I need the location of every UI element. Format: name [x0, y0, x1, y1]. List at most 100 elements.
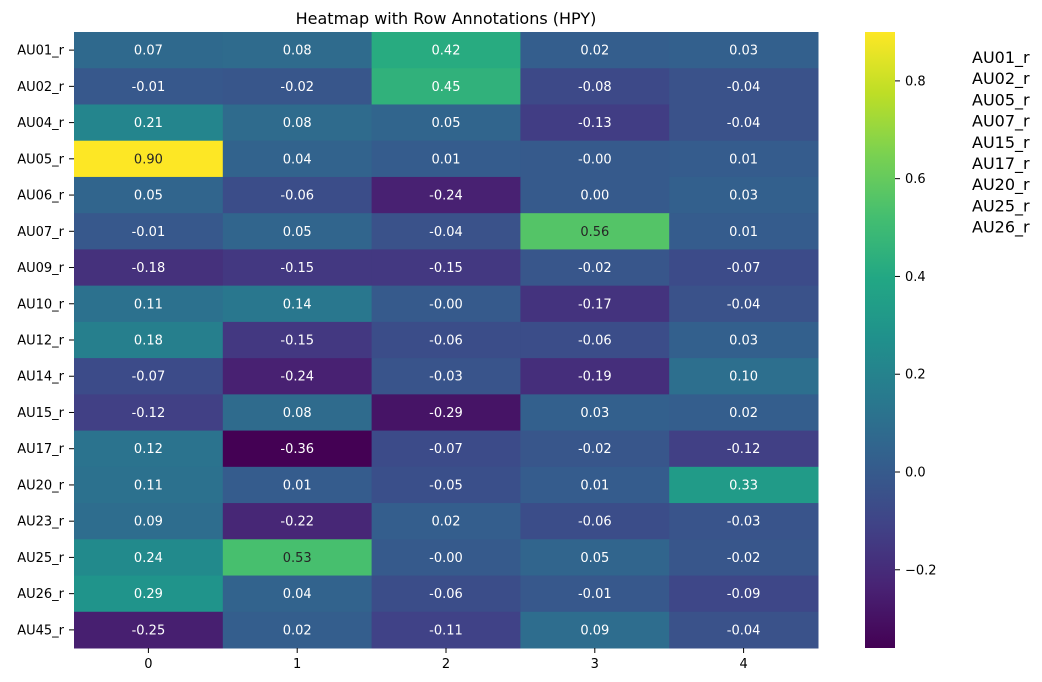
cell-value-label: 0.01 [432, 152, 461, 167]
heatmap-cell [222, 611, 373, 649]
row-tick-label: AU17_r [17, 442, 64, 457]
heatmap-cell [371, 321, 521, 359]
heatmap-cell [669, 213, 819, 250]
cell-value-label: 0.01 [580, 478, 609, 493]
cell-value-label: -0.04 [727, 80, 761, 95]
heatmap-cell [669, 575, 819, 613]
cell-value-label: -0.18 [132, 261, 166, 276]
cell-value-label: -0.15 [280, 334, 314, 349]
cell-value-label: 0.07 [134, 44, 163, 59]
heatmap-cell [74, 394, 224, 432]
cell-value-label: -0.03 [727, 515, 761, 530]
heatmap-cell [520, 68, 670, 105]
heatmap-cell [371, 575, 521, 613]
heatmap-cell [222, 430, 373, 468]
heatmap-cell [669, 249, 819, 287]
heatmap-cell [371, 611, 521, 649]
cell-value-label: -0.03 [429, 370, 463, 385]
row-annotation-label: AU20_r [972, 175, 1030, 195]
heatmap-cells: 0.07 0.08 0.42 0.02 0.03 -0.01 -0.02 0.45 -0.08 -… [74, 32, 819, 649]
heatmap-cell [222, 503, 373, 540]
cell-value-label: 0.56 [580, 225, 609, 240]
cell-value-label: -0.02 [578, 261, 612, 276]
heatmap-cell [222, 68, 373, 105]
cell-value-label: -0.36 [280, 442, 314, 457]
heatmap-cell [371, 213, 521, 250]
cell-value-label: -0.02 [727, 551, 761, 566]
row-tick-label: AU25_r [17, 551, 64, 566]
heatmap-cell [520, 394, 670, 432]
colorbar-tick-label: −0.2 [905, 563, 937, 578]
heatmap-cell [222, 575, 373, 613]
colorbar-tick-label: 0.6 [905, 172, 926, 187]
cell-value-label: 0.45 [432, 80, 461, 95]
cell-value-label: -0.17 [578, 297, 612, 312]
heatmap-cell [74, 68, 224, 105]
heatmap-cell [222, 321, 373, 359]
cell-value-label: -0.12 [727, 442, 761, 457]
row-annotation-label: AU25_r [972, 196, 1030, 216]
heatmap-cell [371, 68, 521, 105]
heatmap-cell [520, 249, 670, 287]
cell-value-label: -0.00 [429, 551, 463, 566]
heatmap-cell [520, 358, 670, 395]
heatmap-cell [74, 466, 224, 504]
cell-value-label: -0.01 [132, 80, 166, 95]
cell-value-label: 0.53 [283, 551, 312, 566]
cell-value-label: -0.25 [132, 623, 166, 638]
cell-value-label: 0.01 [729, 152, 758, 167]
heatmap-cell [669, 539, 819, 577]
heatmap-cell [222, 539, 373, 577]
cell-value-label: 0.08 [283, 44, 312, 59]
heatmap-cell [371, 430, 521, 468]
heatmap-cell [371, 140, 521, 178]
heatmap-cell [669, 104, 819, 142]
heatmap-cell [74, 32, 224, 69]
cell-value-label: 0.01 [283, 478, 312, 493]
row-tick-label: AU01_r [17, 44, 64, 59]
heatmap-cell [222, 358, 373, 395]
row-annotation-label: AU15_r [972, 133, 1030, 153]
cell-value-label: 0.05 [134, 189, 163, 204]
heatmap-cell [74, 575, 224, 613]
heatmap-cell [371, 503, 521, 540]
heatmap-cell [371, 32, 521, 69]
heatmap-cell [371, 466, 521, 504]
cell-value-label: -0.24 [429, 189, 463, 204]
heatmap-cell [520, 430, 670, 468]
cell-value-label: 0.01 [729, 225, 758, 240]
heatmap-cell [74, 140, 224, 178]
heatmap-cell [669, 503, 819, 540]
heatmap-cell [520, 575, 670, 613]
cell-value-label: -0.06 [280, 189, 314, 204]
cell-value-label: -0.08 [578, 80, 612, 95]
cell-value-label: -0.15 [280, 261, 314, 276]
cell-value-label: -0.29 [429, 406, 463, 421]
heatmap-cell [74, 176, 224, 214]
row-tick-label: AU14_r [17, 370, 64, 385]
cell-value-label: 0.12 [134, 442, 163, 457]
cell-value-label: 0.02 [729, 406, 758, 421]
cell-value-label: 0.02 [580, 44, 609, 59]
cell-value-label: -0.00 [578, 152, 612, 167]
heatmap-cell [74, 285, 224, 323]
heatmap-cell [520, 140, 670, 178]
row-annotation-label: AU02_r [972, 69, 1030, 89]
heatmap-cell [222, 285, 373, 323]
cell-value-label: -0.11 [429, 623, 463, 638]
heatmap-cell [371, 394, 521, 432]
cell-value-label: 0.18 [134, 334, 163, 349]
heatmap-cell [74, 213, 224, 250]
cell-value-label: -0.06 [578, 515, 612, 530]
colorbar-tick-label: 0.2 [905, 368, 926, 383]
cell-value-label: -0.24 [280, 370, 314, 385]
heatmap-cell [371, 539, 521, 577]
cell-value-label: -0.01 [132, 225, 166, 240]
heatmap-cell [520, 466, 670, 504]
cell-value-label: -0.04 [727, 623, 761, 638]
cell-value-label: 0.05 [432, 116, 461, 131]
row-tick-label: AU09_r [17, 261, 64, 276]
row-tick-label: AU26_r [17, 587, 64, 602]
cell-value-label: 0.03 [729, 44, 758, 59]
